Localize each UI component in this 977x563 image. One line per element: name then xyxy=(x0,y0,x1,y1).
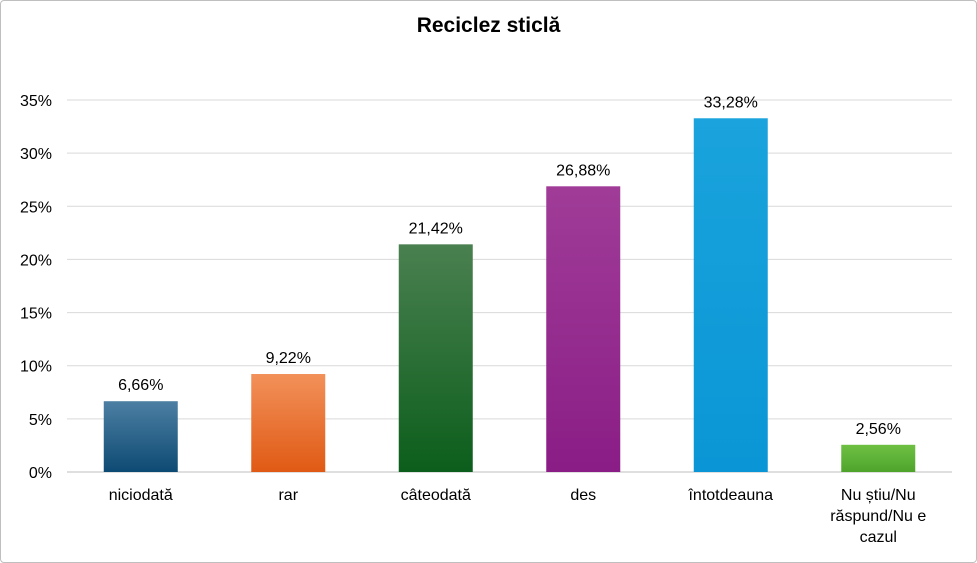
data-label: 6,66% xyxy=(118,377,163,394)
x-tick-label: rar xyxy=(278,487,298,504)
bar xyxy=(251,374,326,472)
y-tick-label: 25% xyxy=(20,199,52,216)
y-tick-label: 5% xyxy=(29,412,52,429)
x-tick-label: Nu știu/Nu xyxy=(841,487,916,504)
y-axis-tick-labels: 0% 5% 10% 15% 20% 25% 30% 35% xyxy=(20,93,52,482)
data-label: 2,56% xyxy=(856,421,901,438)
data-label: 33,28% xyxy=(704,94,758,111)
x-tick-label: cazul xyxy=(860,529,897,546)
y-tick-label: 15% xyxy=(20,306,52,323)
bar xyxy=(103,401,178,472)
gridlines xyxy=(67,99,952,473)
bar xyxy=(398,244,473,472)
x-axis-tick-labels: niciodată rar câteodată des întotdeauna Nu șt… xyxy=(109,487,927,546)
y-tick-label: 10% xyxy=(20,359,52,376)
y-tick-label: 30% xyxy=(20,146,52,163)
bar xyxy=(693,118,768,473)
bar xyxy=(841,444,916,472)
x-tick-label: des xyxy=(570,487,596,504)
data-label: 26,88% xyxy=(556,162,610,179)
data-label: 9,22% xyxy=(266,350,311,367)
x-tick-label: câteodată xyxy=(401,487,471,504)
x-tick-label: răspund/Nu e xyxy=(830,508,926,525)
bar xyxy=(546,186,621,472)
x-tick-label: întotdeauna xyxy=(687,487,773,504)
y-tick-label: 35% xyxy=(20,93,52,110)
data-label: 21,42% xyxy=(409,220,463,237)
chart-title: Reciclez sticlă xyxy=(416,14,561,37)
bars xyxy=(103,118,916,473)
data-labels: 6,66% 9,22% 21,42% 26,88% 33,28% 2,56% xyxy=(118,94,901,438)
y-tick-label: 20% xyxy=(20,252,52,269)
x-tick-label: niciodată xyxy=(109,487,173,504)
y-tick-label: 0% xyxy=(29,465,52,482)
